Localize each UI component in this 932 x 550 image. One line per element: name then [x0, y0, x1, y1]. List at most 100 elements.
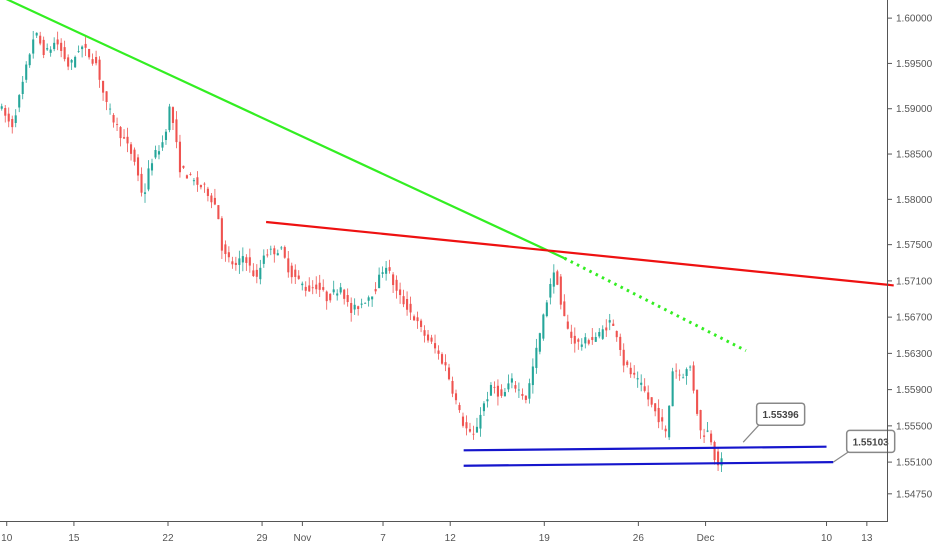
candle — [475, 417, 479, 433]
candle — [60, 38, 63, 58]
candle — [577, 337, 580, 350]
candle — [276, 249, 279, 256]
candle — [231, 256, 234, 269]
candle — [413, 314, 416, 321]
candle — [7, 107, 10, 128]
candle — [552, 264, 555, 294]
candle — [423, 325, 426, 343]
candle — [206, 186, 209, 202]
candle — [517, 382, 520, 399]
candle — [301, 281, 304, 291]
candle — [563, 294, 566, 317]
x-tick-label: 13 — [861, 533, 873, 544]
x-tick-label: 22 — [162, 533, 174, 544]
candle — [587, 338, 590, 346]
y-tick-label: 1.59500 — [896, 59, 932, 70]
candle — [468, 422, 472, 433]
candle — [465, 415, 468, 436]
candle — [329, 293, 332, 303]
candle — [364, 302, 367, 304]
candle — [81, 45, 84, 58]
candle — [433, 334, 437, 354]
candle — [161, 135, 164, 151]
candle — [633, 365, 636, 379]
price-callouts: 1.55396 1.55103 — [742, 402, 896, 463]
candle — [622, 343, 625, 373]
candle — [591, 328, 594, 345]
candle — [220, 216, 223, 259]
candle — [549, 278, 552, 305]
candle — [472, 425, 475, 440]
candle — [311, 280, 314, 295]
candle — [437, 345, 440, 360]
y-tick-label: 1.59000 — [896, 104, 932, 115]
candle — [671, 367, 674, 407]
candle — [542, 313, 545, 341]
candle — [514, 381, 517, 393]
candle — [259, 259, 262, 285]
candle — [196, 171, 199, 192]
candle — [91, 53, 94, 66]
candle — [67, 54, 70, 71]
y-tick-label: 1.57100 — [896, 276, 932, 287]
candle — [88, 48, 91, 60]
candle — [203, 182, 206, 193]
candle — [388, 259, 391, 274]
candle — [703, 428, 706, 444]
candle — [213, 188, 216, 206]
candle — [395, 275, 398, 299]
candle — [406, 291, 409, 316]
candle — [241, 247, 244, 272]
candle — [626, 359, 629, 368]
candle — [182, 165, 185, 170]
candle — [105, 91, 108, 111]
green-trendline-projection — [563, 256, 747, 352]
candle — [528, 378, 531, 404]
x-tick-label: 29 — [257, 533, 269, 544]
candle — [451, 376, 454, 398]
candle — [266, 249, 269, 258]
candle — [248, 248, 251, 273]
x-tick-label: 26 — [633, 533, 645, 544]
candle — [360, 298, 363, 309]
candle — [378, 267, 381, 289]
candle — [339, 282, 342, 295]
candle — [500, 384, 503, 398]
candle — [98, 56, 101, 88]
y-tick-label: 1.55900 — [896, 385, 932, 396]
candle — [556, 269, 559, 286]
candle — [399, 282, 402, 304]
candle — [238, 250, 241, 274]
candle — [420, 318, 423, 333]
x-axis: 10 15 22 29 Nov 7 12 19 26 Dec 10 13 — [0, 521, 887, 544]
candle — [39, 31, 42, 46]
candle — [612, 319, 615, 326]
candle — [129, 142, 133, 161]
candle — [374, 282, 377, 295]
candle — [521, 388, 524, 400]
candle — [367, 295, 370, 307]
y-tick-label: 1.58500 — [896, 150, 932, 161]
candle — [717, 446, 720, 471]
candle — [143, 183, 147, 203]
candle — [56, 31, 59, 51]
candle — [49, 46, 52, 57]
candle — [28, 53, 31, 68]
candle — [154, 145, 157, 160]
candle — [63, 40, 66, 62]
candle — [280, 245, 283, 251]
candle — [458, 402, 461, 413]
candle — [598, 328, 601, 339]
candle — [402, 289, 405, 308]
callout-155396: 1.55396 — [742, 402, 806, 443]
candle — [479, 407, 482, 437]
candle — [706, 422, 709, 433]
candle — [322, 279, 325, 292]
candle — [21, 76, 24, 100]
candle — [454, 389, 458, 405]
candle — [70, 58, 73, 70]
x-tick-label: 10 — [821, 533, 833, 544]
y-tick-label: 1.54750 — [896, 489, 932, 500]
candle — [287, 251, 290, 278]
candle — [636, 371, 639, 388]
